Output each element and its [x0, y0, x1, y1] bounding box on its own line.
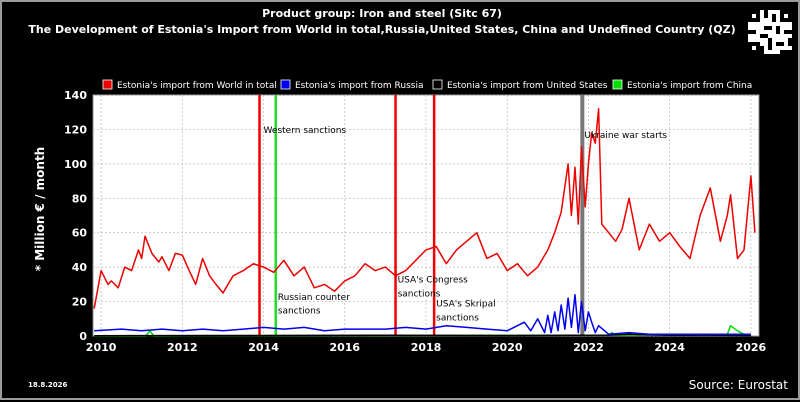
- y-tick-label-5: 100: [64, 158, 87, 171]
- y-tick-label-3: 60: [72, 227, 88, 240]
- x-tick-label-5: 2020: [492, 341, 523, 354]
- legend-swatch-2: [432, 79, 443, 90]
- y-tick-label-7: 140: [64, 89, 87, 102]
- annotation-text-3: USA's Congress: [398, 276, 469, 286]
- x-tick-label-3: 2016: [329, 341, 360, 354]
- legend-label-1: Estonia's import from Russia: [295, 81, 423, 91]
- x-tick-label-0: 2010: [86, 341, 117, 354]
- y-axis-label: * Million € / month: [33, 146, 47, 272]
- y-axis: 0 20 40 60 80 100 120 140: [64, 89, 87, 343]
- grid-lines: [93, 94, 759, 337]
- source-label: Source: Eurostat: [688, 378, 788, 392]
- series-line-1: [94, 293, 751, 336]
- series-line-0: [93, 108, 756, 309]
- x-axis: 2010 2012 2014 2016 2018 2020 2022 2024 2026: [86, 341, 767, 354]
- chart-title-line2: The Development of Estonia's Import from…: [28, 23, 736, 36]
- y-tick-label-4: 80: [72, 192, 88, 205]
- legend-label-2: Estonia's import from United States: [447, 81, 608, 91]
- x-tick-label-8: 2026: [736, 341, 767, 354]
- legend-swatch-1: [280, 79, 291, 90]
- series-lines: [93, 108, 756, 337]
- annotations: Western sanctions Russian counter sanction…: [264, 126, 668, 324]
- annotation-text-7: Ukraine war starts: [584, 131, 667, 141]
- y-tick-label-1: 20: [72, 296, 88, 309]
- legend-label-3: Estonia's import from China: [627, 81, 752, 91]
- x-tick-label-1: 2012: [167, 341, 198, 354]
- y-tick-label-6: 120: [64, 123, 87, 136]
- legend-label-0: Estonia's import from World in total: [117, 81, 277, 91]
- annotation-text-5: USA's Skripal: [436, 300, 496, 310]
- annotation-text-6: sanctions: [436, 314, 479, 324]
- date-stamp: 18.8.2026: [28, 381, 68, 389]
- legend-swatch-3: [612, 79, 623, 90]
- annotation-text-0: Western sanctions: [264, 126, 347, 136]
- annotation-text-2: sanctions: [278, 307, 321, 317]
- legend: Estonia's import from World in total Esto…: [102, 79, 752, 91]
- x-tick-label-6: 2022: [573, 341, 604, 354]
- annotation-text-4: sanctions: [398, 289, 441, 299]
- x-tick-label-7: 2024: [654, 341, 685, 354]
- annotation-text-1: Russian counter: [278, 293, 350, 303]
- x-tick-label-2: 2014: [248, 341, 279, 354]
- series-line-2: [94, 333, 751, 337]
- x-tick-label-4: 2018: [411, 341, 442, 354]
- qr-code-icon[interactable]: [748, 10, 792, 54]
- event-lines: [258, 95, 585, 336]
- legend-swatch-0: [102, 79, 113, 90]
- y-tick-label-2: 40: [72, 261, 88, 274]
- chart-title-line1: Product group: Iron and steel (Sitc 67): [262, 7, 502, 20]
- y-tick-label-0: 0: [79, 330, 87, 343]
